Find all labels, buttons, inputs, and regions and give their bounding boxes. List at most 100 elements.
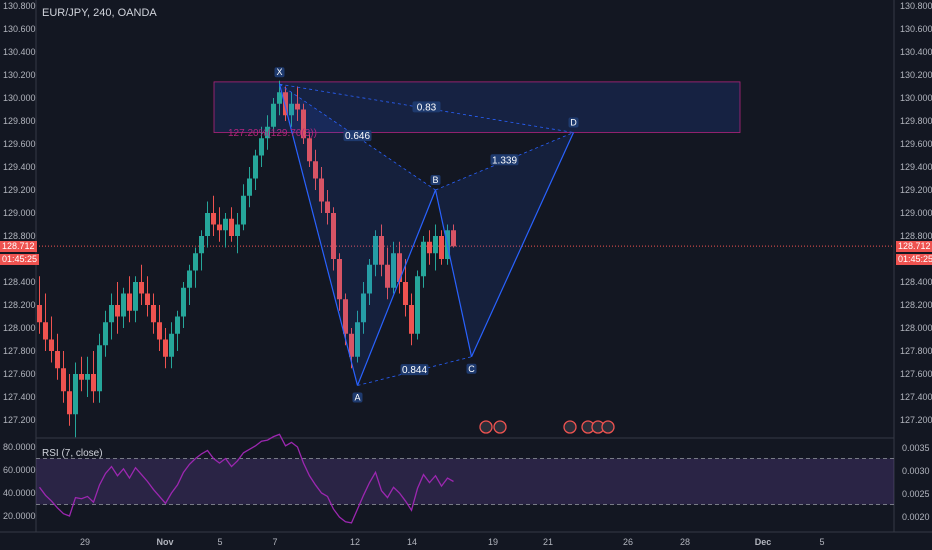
candle-body (373, 236, 378, 265)
ratio-bg (490, 154, 519, 166)
candle-body (391, 253, 396, 288)
rsi-y-tick: 80.0000 (3, 442, 36, 452)
x-tick: 28 (680, 537, 690, 547)
pattern-point-label: A (354, 393, 360, 403)
pattern-point-bg (568, 117, 579, 128)
candle-body (163, 339, 168, 357)
candle-body (271, 103, 276, 127)
rsi-right-tick: 0.0035 (902, 443, 930, 453)
candle-body (301, 109, 306, 139)
candle-body (385, 264, 390, 288)
candle-body (37, 305, 42, 323)
y-tick-left: 129.000 (3, 208, 36, 218)
ratio-label: 0.844 (402, 365, 427, 376)
candle-body (43, 322, 48, 340)
rsi-right-tick: 0.0020 (902, 512, 930, 522)
x-tick: 29 (80, 537, 90, 547)
candle-body (433, 236, 438, 254)
rsi-y-tick: 40.0000 (3, 488, 36, 498)
candle-body (73, 374, 78, 415)
rsi-right-tick: 0.0030 (902, 466, 930, 476)
candle-body (205, 213, 210, 236)
y-tick-right: 130.600 (900, 24, 932, 34)
y-tick-right: 127.800 (900, 346, 932, 356)
pattern-point-label: X (276, 67, 282, 77)
y-tick-left: 130.400 (3, 47, 36, 57)
candle-body (259, 138, 264, 156)
candle-body (337, 259, 342, 300)
candle-body (451, 230, 456, 247)
y-tick-left: 127.200 (3, 415, 36, 425)
candle-body (295, 103, 300, 110)
rsi-band (36, 458, 894, 505)
y-tick-right: 127.600 (900, 369, 932, 379)
candle-body (307, 138, 312, 162)
candle-body (229, 218, 234, 236)
pattern-point-bg (274, 67, 285, 78)
y-tick-right: 129.600 (900, 139, 932, 149)
rsi-y-tick: 20.0000 (3, 511, 36, 521)
y-tick-right: 130.800 (900, 1, 932, 11)
y-tick-left: 128.800 (3, 231, 36, 241)
y-tick-left: 129.200 (3, 185, 36, 195)
candle-body (367, 264, 372, 294)
y-tick-right: 129.200 (900, 185, 932, 195)
candle-body (55, 351, 60, 369)
event-marker (493, 420, 507, 434)
candle-body (439, 236, 444, 259)
candle-body (361, 293, 366, 323)
candle-body (103, 322, 108, 346)
candle-body (421, 241, 426, 277)
y-tick-left: 127.400 (3, 392, 36, 402)
y-tick-left: 130.800 (3, 1, 36, 11)
y-tick-left: 130.000 (3, 93, 36, 103)
pattern-fill-xab (279, 84, 436, 386)
candle-body (427, 241, 432, 254)
candle-body (277, 92, 282, 104)
x-tick: 26 (623, 537, 633, 547)
pattern-point-label: C (468, 364, 475, 374)
candle-body (247, 178, 252, 196)
candle-body (151, 305, 156, 323)
candle-body (283, 92, 288, 116)
candle-body (85, 374, 90, 380)
x-tick: 5 (819, 537, 824, 547)
rsi-title: RSI (7, close) (42, 448, 103, 459)
ratio-label: 0.646 (345, 131, 370, 142)
candle-body (127, 293, 132, 311)
price-tag-left: 128.712 (0, 241, 37, 253)
countdown-tag-left: 01:45:25 (0, 254, 40, 266)
candle-body (199, 236, 204, 254)
rsi-y-tick: 60.0000 (3, 465, 36, 475)
candle-body (187, 270, 192, 288)
x-tick: 21 (543, 537, 553, 547)
candle-body (265, 126, 270, 139)
ratio-label: 0.83 (417, 102, 437, 113)
candle-body (61, 368, 66, 392)
candle-body (349, 333, 354, 357)
event-marker (563, 420, 577, 434)
candle-body (181, 287, 186, 317)
candle-body (133, 282, 138, 311)
candle-body (109, 305, 114, 323)
candle-body (175, 316, 180, 334)
y-tick-right: 130.000 (900, 93, 932, 103)
pattern-ratio-line (357, 356, 472, 386)
y-tick-left: 127.600 (3, 369, 36, 379)
pattern-ratio-line (279, 83, 574, 133)
y-tick-right: 127.400 (900, 392, 932, 402)
candle-body (253, 155, 258, 179)
pattern-point-bg (352, 392, 363, 403)
event-marker (601, 420, 615, 434)
rsi-line (38, 433, 454, 524)
y-tick-right: 129.000 (900, 208, 932, 218)
pattern-leg (356, 189, 437, 386)
candle-body (379, 236, 384, 265)
y-tick-left: 128.200 (3, 300, 36, 310)
y-tick-right: 130.200 (900, 70, 932, 80)
y-tick-right: 128.200 (900, 300, 932, 310)
price-tag-right: 128.712 (896, 241, 932, 253)
candle-body (49, 339, 54, 351)
